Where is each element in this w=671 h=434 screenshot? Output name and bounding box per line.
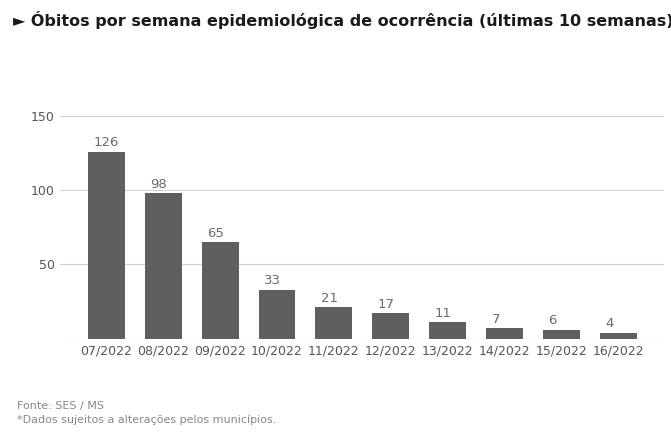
Text: *Dados sujeitos a alterações pelos municípios.: *Dados sujeitos a alterações pelos munic… [17,414,276,425]
Bar [201,242,239,339]
Bar [543,329,580,339]
Bar [372,313,409,339]
Text: 17: 17 [378,298,395,311]
Text: ► Óbitos por semana epidemiológica de ocorrência (últimas 10 semanas): ► Óbitos por semana epidemiológica de oc… [13,11,671,29]
Text: 6: 6 [548,314,557,327]
Text: 21: 21 [321,292,338,305]
Text: 98: 98 [150,178,167,191]
Bar [486,328,523,339]
Bar [429,322,466,339]
Bar [315,307,352,339]
Text: 7: 7 [492,313,500,326]
Text: 33: 33 [264,274,281,287]
Text: 65: 65 [207,227,224,240]
Bar [145,193,182,339]
Bar [600,332,637,339]
Text: 126: 126 [93,136,119,149]
Text: Fonte: SES / MS: Fonte: SES / MS [17,401,104,411]
Bar [88,151,125,339]
Bar [258,289,295,339]
Text: 11: 11 [435,307,452,320]
Text: 4: 4 [605,317,614,330]
